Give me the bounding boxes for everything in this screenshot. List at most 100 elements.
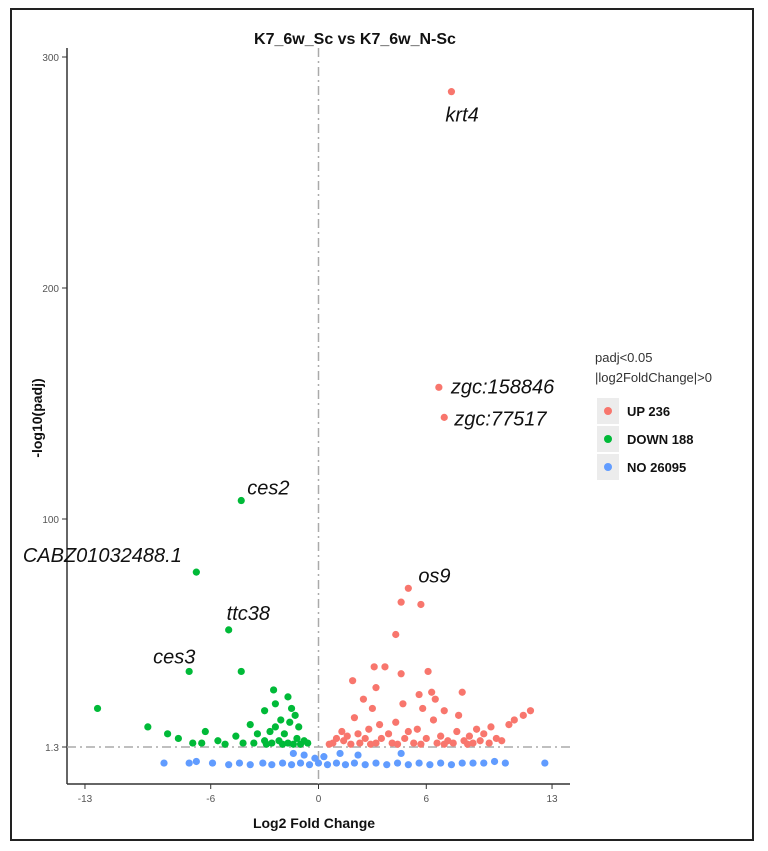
point-down [304,739,312,747]
point-up [417,740,425,748]
point-up [447,88,456,96]
point-up [505,720,513,729]
point-up [455,711,463,719]
point-no [437,759,445,767]
point-up [401,734,409,743]
point-up [417,600,425,609]
point-up [526,707,535,715]
point-down [93,704,102,713]
point-up [485,739,493,747]
point-no [354,751,362,759]
point-down [253,730,262,738]
point-down [225,626,233,634]
point-down [277,716,285,724]
point-up [472,725,481,733]
point-up [419,704,427,713]
point-down [237,496,245,505]
point-down [185,667,193,676]
point-up [413,725,421,733]
point-up [440,740,448,748]
point-down [144,723,152,731]
point-no [332,759,341,767]
point-no [323,761,332,769]
point-down [232,732,240,740]
y-axis-ticks: 1.3 100 200 300 [42,53,67,754]
point-up [469,739,477,747]
point-up [350,714,359,722]
gene-label: zgc:158846 [450,376,555,398]
point-up [393,740,402,748]
point-no [320,753,328,761]
point-down [201,727,209,736]
point-no [490,757,499,766]
point-down [284,693,292,701]
point-up [361,734,369,743]
point-no [350,759,359,767]
point-no [225,761,233,769]
point-up [404,584,412,592]
point-down [198,739,206,747]
y-tick-label: 200 [42,284,59,295]
point-no [404,761,412,769]
point-up [377,734,385,743]
point-no [246,761,254,769]
gene-label: ces3 [153,646,195,668]
gene-label: ces2 [247,478,289,500]
point-up [458,688,466,696]
point-up [440,413,448,421]
legend-title-line-1: padj<0.05 [595,350,652,365]
data-points [93,88,549,769]
point-up [440,707,448,715]
point-down [295,723,303,731]
point-up [368,704,376,713]
point-up [372,739,380,747]
point-up [356,739,364,747]
point-up [399,700,407,708]
legend-key [604,463,612,471]
point-up [453,727,461,736]
point-up [366,740,375,748]
point-up [372,684,380,692]
y-tick-label: 1.3 [45,743,59,754]
point-no [501,759,509,767]
point-no [235,759,244,767]
point-down [237,667,245,676]
point-up [464,740,472,748]
legend-label: NO 26095 [627,460,686,475]
gene-label: krt4 [445,105,478,127]
point-no [426,761,434,769]
point-down [278,740,287,748]
point-up [431,695,439,703]
point-up [510,716,518,724]
point-up [354,730,362,738]
x-tick-label: 0 [316,794,322,805]
point-down [284,739,292,747]
point-no [311,754,319,762]
legend-key [604,407,612,415]
point-up [519,711,527,719]
point-down [262,740,271,748]
point-down [286,718,294,726]
point-up [428,688,436,696]
gene-label: os9 [418,565,450,587]
y-tick-label: 100 [42,515,59,526]
y-axis-title: -log10(padj) [29,378,45,457]
point-down [192,568,200,576]
point-up [397,670,405,678]
point-up [424,667,432,676]
point-down [246,720,254,729]
point-no [447,761,456,769]
point-up [347,740,355,748]
point-no [287,761,296,769]
point-up [381,663,389,671]
point-no [300,751,308,759]
point-down [271,723,279,731]
point-no [372,759,380,767]
point-down [250,739,258,747]
point-up [449,739,457,747]
point-up [338,727,346,736]
point-no [208,759,217,767]
point-down [269,686,278,694]
point-up [498,737,506,745]
